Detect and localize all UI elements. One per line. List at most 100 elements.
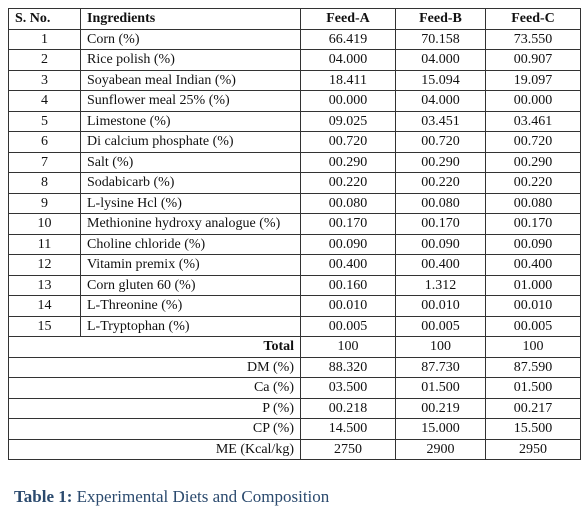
cell: 1 bbox=[8, 28, 81, 50]
cell: 00.160 bbox=[300, 274, 396, 296]
table-row: 12 Vitamin premix (%) 00.400 00.400 00.400 bbox=[8, 254, 581, 276]
cell: 00.907 bbox=[485, 49, 581, 71]
cell: 00.080 bbox=[395, 192, 486, 214]
cell: 2900 bbox=[395, 438, 486, 460]
cell: Corn (%) bbox=[80, 28, 301, 50]
cell: 2950 bbox=[485, 438, 581, 460]
cell: 09.025 bbox=[300, 110, 396, 132]
cell: 00.170 bbox=[485, 213, 581, 235]
cell: 01.500 bbox=[395, 377, 486, 399]
cell: 00.720 bbox=[485, 131, 581, 153]
cell: 03.451 bbox=[395, 110, 486, 132]
cell: 00.010 bbox=[300, 295, 396, 317]
cell: 1.312 bbox=[395, 274, 486, 296]
table-row: 9 L-lysine Hcl (%) 00.080 00.080 00.080 bbox=[8, 192, 581, 214]
cell: L-lysine Hcl (%) bbox=[80, 192, 301, 214]
cell: 00.170 bbox=[395, 213, 486, 235]
cell: 00.220 bbox=[485, 172, 581, 194]
data-table: S. No. Ingredients Feed-A Feed-B Feed-C 1 Cor… bbox=[8, 8, 581, 460]
cell: Corn gluten 60 (%) bbox=[80, 274, 301, 296]
header-cell: Feed-B bbox=[395, 8, 486, 30]
cell: 2 bbox=[8, 49, 81, 71]
caption-label: Table 1: bbox=[14, 487, 73, 506]
cell: 01.500 bbox=[485, 377, 581, 399]
cell: 00.290 bbox=[300, 151, 396, 173]
cell: 00.217 bbox=[485, 397, 581, 419]
cell: 00.720 bbox=[300, 131, 396, 153]
header-cell: Ingredients bbox=[80, 8, 301, 30]
cell: 00.005 bbox=[395, 315, 486, 337]
cell: 03.500 bbox=[300, 377, 396, 399]
cell: 00.720 bbox=[395, 131, 486, 153]
summary-row: DM (%) 88.320 87.730 87.590 bbox=[8, 356, 581, 378]
cell: 70.158 bbox=[395, 28, 486, 50]
table-row: 14 L-Threonine (%) 00.010 00.010 00.010 bbox=[8, 295, 581, 317]
summary-row: P (%) 00.218 00.219 00.217 bbox=[8, 397, 581, 419]
summary-label: CP (%) bbox=[8, 418, 301, 440]
cell: Salt (%) bbox=[80, 151, 301, 173]
header-cell: S. No. bbox=[8, 8, 81, 30]
caption: Table 1: Experimental Diets and Composit… bbox=[14, 487, 329, 507]
table-row: 11 Choline chloride (%) 00.090 00.090 00.090 bbox=[8, 233, 581, 255]
cell: 00.005 bbox=[300, 315, 396, 337]
cell: 04.000 bbox=[300, 49, 396, 71]
cell: 00.400 bbox=[485, 254, 581, 276]
cell: 15 bbox=[8, 315, 81, 337]
table-row: 15 L-Tryptophan (%) 00.005 00.005 00.005 bbox=[8, 315, 581, 337]
cell: 66.419 bbox=[300, 28, 396, 50]
header-row: S. No. Ingredients Feed-A Feed-B Feed-C bbox=[8, 8, 581, 30]
table-row: 13 Corn gluten 60 (%) 00.160 1.312 01.000 bbox=[8, 274, 581, 296]
cell: L-Tryptophan (%) bbox=[80, 315, 301, 337]
cell: 10 bbox=[8, 213, 81, 235]
cell: 73.550 bbox=[485, 28, 581, 50]
cell: 87.590 bbox=[485, 356, 581, 378]
summary-row: Total 100 100 100 bbox=[8, 336, 581, 358]
cell: 00.400 bbox=[300, 254, 396, 276]
cell: 00.010 bbox=[395, 295, 486, 317]
cell: 00.090 bbox=[395, 233, 486, 255]
table-row: 8 Sodabicarb (%) 00.220 00.220 00.220 bbox=[8, 172, 581, 194]
header-cell: Feed-C bbox=[485, 8, 581, 30]
table-head: S. No. Ingredients Feed-A Feed-B Feed-C bbox=[8, 8, 581, 30]
cell: 12 bbox=[8, 254, 81, 276]
cell: 00.400 bbox=[395, 254, 486, 276]
cell: Sodabicarb (%) bbox=[80, 172, 301, 194]
cell: 14 bbox=[8, 295, 81, 317]
summary-label: ME (Kcal/kg) bbox=[8, 438, 301, 460]
cell: 5 bbox=[8, 110, 81, 132]
cell: 14.500 bbox=[300, 418, 396, 440]
cell: 15.094 bbox=[395, 69, 486, 91]
cell: 18.411 bbox=[300, 69, 396, 91]
cell: 88.320 bbox=[300, 356, 396, 378]
summary-row: ME (Kcal/kg) 2750 2900 2950 bbox=[8, 438, 581, 460]
summary-label: DM (%) bbox=[8, 356, 301, 378]
cell: 00.290 bbox=[395, 151, 486, 173]
cell: 00.220 bbox=[300, 172, 396, 194]
cell: 100 bbox=[485, 336, 581, 358]
cell: Limestone (%) bbox=[80, 110, 301, 132]
cell: 04.000 bbox=[395, 49, 486, 71]
cell: 15.000 bbox=[395, 418, 486, 440]
cell: 00.090 bbox=[485, 233, 581, 255]
cell: 00.080 bbox=[485, 192, 581, 214]
cell: 7 bbox=[8, 151, 81, 173]
cell: 19.097 bbox=[485, 69, 581, 91]
table-body: 1 Corn (%) 66.419 70.158 73.550 2 Rice polish … bbox=[8, 28, 581, 460]
cell: L-Threonine (%) bbox=[80, 295, 301, 317]
summary-row: Ca (%) 03.500 01.500 01.500 bbox=[8, 377, 581, 399]
summary-label: P (%) bbox=[8, 397, 301, 419]
cell: 4 bbox=[8, 90, 81, 112]
summary-label: Total bbox=[8, 336, 301, 358]
cell: 00.220 bbox=[395, 172, 486, 194]
cell: 00.290 bbox=[485, 151, 581, 173]
table-row: 7 Salt (%) 00.290 00.290 00.290 bbox=[8, 151, 581, 173]
cell: 00.010 bbox=[485, 295, 581, 317]
cell: 6 bbox=[8, 131, 81, 153]
summary-row: CP (%) 14.500 15.000 15.500 bbox=[8, 418, 581, 440]
cell: 2750 bbox=[300, 438, 396, 460]
cell: 00.080 bbox=[300, 192, 396, 214]
cell: 00.219 bbox=[395, 397, 486, 419]
summary-label: Ca (%) bbox=[8, 377, 301, 399]
table-row: 6 Di calcium phosphate (%) 00.720 00.720 00.… bbox=[8, 131, 581, 153]
